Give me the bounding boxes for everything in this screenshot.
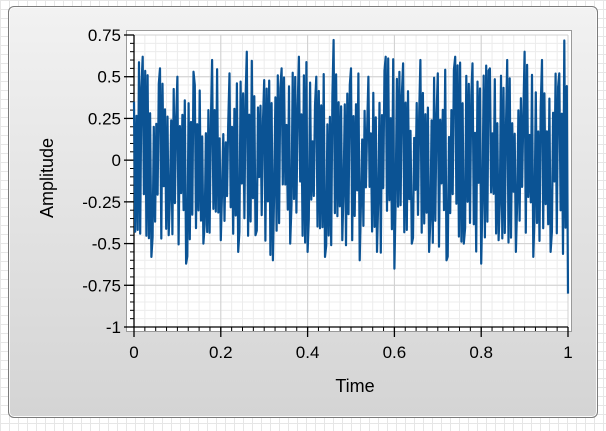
y-tick-label: -0.5 <box>92 235 121 254</box>
x-tick-label: 0.8 <box>469 343 493 362</box>
y-tick-label: -0.25 <box>82 193 121 212</box>
y-tick-label: -1 <box>106 318 121 337</box>
x-tick-label: 0.6 <box>383 343 407 362</box>
x-axis: 0 0.2 0.4 0.6 0.8 1 <box>129 326 573 362</box>
x-tick-label: 0.4 <box>296 343 320 362</box>
x-axis-title: Time <box>335 376 374 396</box>
y-tick-label: 0.25 <box>88 109 121 128</box>
y-tick-label: 0.75 <box>88 26 121 45</box>
y-axis: 0.75 0.5 0.25 0 -0.25 -0.5 -0.75 -1 <box>82 26 135 337</box>
x-tick-label: 0.2 <box>209 343 233 362</box>
x-tick-label: 1 <box>563 343 572 362</box>
y-tick-label: 0 <box>112 151 121 170</box>
series-layer <box>132 38 570 294</box>
y-tick-label: -0.75 <box>82 276 121 295</box>
series-line <box>132 38 570 294</box>
y-axis-title: Amplitude <box>37 138 57 218</box>
y-tick-label: 0.5 <box>97 68 121 87</box>
x-tick-label: 0 <box>129 343 138 362</box>
